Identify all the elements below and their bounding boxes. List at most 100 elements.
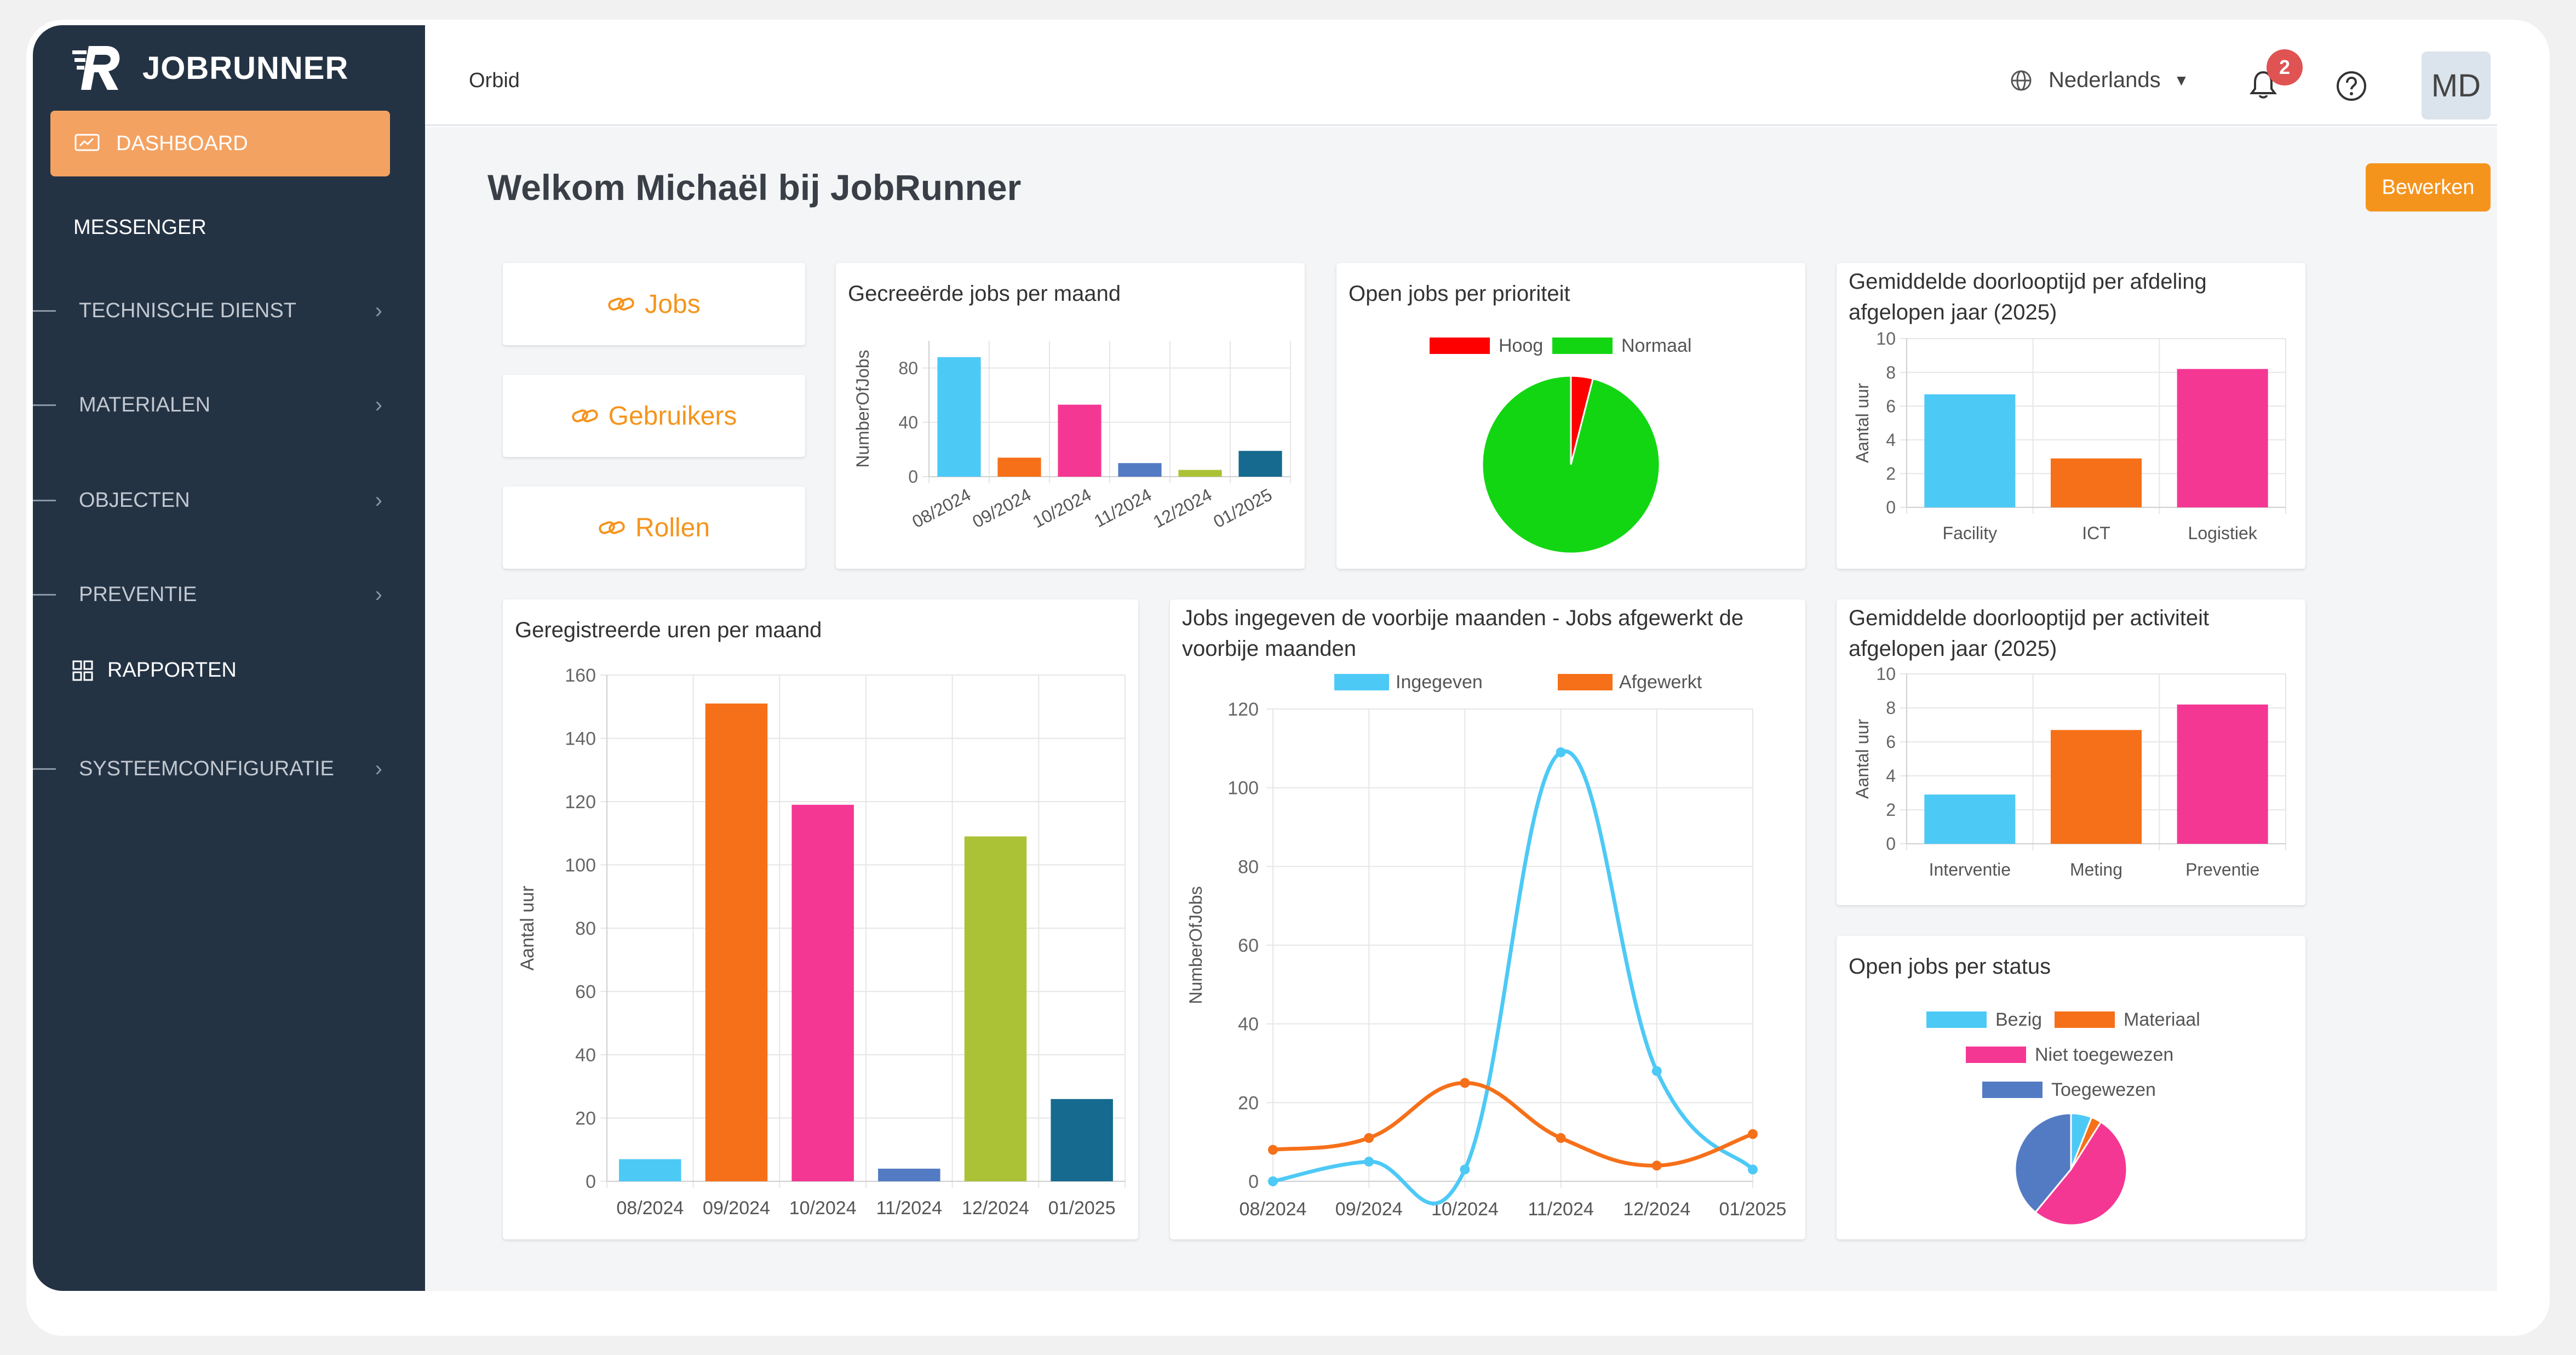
chart-title: Gemiddelde doorlooptijd per afdeling afg… [1849, 270, 2207, 324]
y-tick-label: 4 [1886, 430, 1896, 450]
bar [1238, 450, 1282, 477]
users-link-card[interactable]: Gebruikers [503, 375, 805, 457]
y-tick-label: 8 [1886, 698, 1896, 718]
jobrunner-logo-icon [72, 46, 120, 90]
x-tick-label: 11/2024 [876, 1198, 942, 1219]
bar [1051, 1099, 1113, 1181]
x-tick-label: 01/2025 [1719, 1199, 1787, 1220]
indent-marker [33, 768, 56, 770]
bar [705, 703, 768, 1181]
jobs-in-out-card: Jobs ingegeven de voorbije maanden - Job… [1170, 599, 1805, 1239]
sidebar-item-materialen[interactable]: MATERIALEN › [33, 393, 425, 417]
dept-lead-time-chart: 0 2 4 6 8 10 Facility ICT Logistiek Aantal uur [1852, 329, 2286, 543]
y-tick-label: 80 [898, 358, 918, 378]
bar [997, 458, 1041, 477]
y-tick-label: 140 [565, 728, 596, 749]
bar [1118, 463, 1162, 477]
sidebar-item-messenger[interactable]: MESSENGER [73, 216, 206, 239]
y-tick-label: 20 [1238, 1093, 1259, 1113]
x-tick-label: 10/2024 [1029, 484, 1094, 531]
sidebar-item-label: OBJECTEN [79, 489, 190, 512]
x-tick-label: 01/2025 [1048, 1198, 1116, 1219]
edit-button[interactable]: Bewerken [2366, 163, 2491, 211]
registered-hours-card: Geregistreerde uren per maand 0 20 40 60 80 1… [503, 599, 1138, 1239]
y-tick-label: 120 [565, 792, 596, 813]
bar [937, 357, 981, 477]
chart-title: Gecreeërde jobs per maand [848, 282, 1121, 306]
data-point [1556, 747, 1566, 758]
x-tick-label: 08/2024 [909, 484, 974, 531]
x-tick-label: Interventie [1929, 860, 2011, 879]
link-icon [608, 298, 634, 311]
sidebar-item-technische-dienst[interactable]: TECHNISCHE DIENST › [33, 299, 425, 323]
x-tick-label: ICT [2082, 523, 2110, 543]
sidebar-item-label: TECHNISCHE DIENST [79, 299, 296, 322]
x-tick-label: 11/2024 [1091, 484, 1155, 531]
top-bar: Orbid Nederlands ▼ 2 MD [425, 25, 2497, 126]
y-tick-label: 8 [1886, 363, 1896, 382]
x-tick-label: 08/2024 [1240, 1199, 1307, 1220]
legend-label: Hoog [1499, 335, 1543, 356]
y-axis-label: Aantal uur [1852, 383, 1872, 463]
bar [964, 836, 1027, 1181]
y-tick-label: 100 [1227, 778, 1259, 799]
legend-swatch [2055, 1011, 2115, 1028]
sidebar-item-systeemconfiguratie[interactable]: SYSTEEMCONFIGURATIE › [33, 757, 425, 781]
activity-lead-time-card: Gemiddelde doorlooptijd per activiteit a… [1837, 599, 2305, 905]
y-tick-label: 0 [586, 1171, 596, 1192]
bar [2050, 730, 2142, 844]
help-icon[interactable] [2336, 70, 2367, 102]
x-tick-label: 09/2024 [969, 484, 1034, 531]
dept-lead-time-card: Gemiddelde doorlooptijd per afdeling afg… [1837, 263, 2305, 569]
jobs-link-card[interactable]: Jobs [503, 263, 805, 345]
sidebar-item-label: PREVENTIE [79, 583, 197, 606]
x-tick-label: 08/2024 [616, 1198, 684, 1219]
avatar[interactable]: MD [2422, 52, 2491, 119]
sidebar-item-rapporten[interactable]: RAPPORTEN [72, 659, 237, 682]
breadcrumb[interactable]: Orbid [469, 69, 520, 92]
caret-down-icon: ▼ [2173, 71, 2189, 89]
y-tick-label: 6 [1886, 732, 1896, 752]
indent-marker [33, 310, 56, 312]
chevron-right-icon: › [375, 393, 382, 417]
legend-label: Normaal [1621, 335, 1691, 356]
y-tick-label: 0 [1886, 834, 1896, 854]
data-point [1364, 1157, 1374, 1167]
indent-marker [33, 500, 56, 501]
y-tick-label: 60 [575, 981, 596, 1002]
chart-title: Jobs ingegeven de voorbije maanden - Job… [1182, 606, 1744, 661]
y-tick-label: 10 [1876, 664, 1896, 684]
brand-name: JOBRUNNER [142, 50, 349, 86]
legend-swatch [1430, 338, 1490, 354]
data-point [1268, 1176, 1278, 1186]
bar [1058, 404, 1101, 477]
legend-label: Toegewezen [2051, 1079, 2156, 1100]
brand-logo[interactable]: JOBRUNNER [72, 42, 348, 94]
dashboard-icon [74, 134, 100, 151]
y-tick-label: 120 [1227, 699, 1259, 720]
language-select[interactable]: Nederlands ▼ [2010, 68, 2189, 93]
created-jobs-chart: 0 40 80 08/202409/202410/202411/202412/2024… [853, 341, 1291, 531]
sidebar-item-objecten[interactable]: OBJECTEN › [33, 488, 425, 512]
y-tick-label: 60 [1238, 935, 1259, 956]
bar [1924, 394, 2016, 507]
bar [619, 1159, 681, 1181]
sidebar-item-dashboard[interactable]: DASHBOARD [50, 111, 390, 176]
y-tick-label: 40 [898, 413, 918, 432]
x-tick-label: 11/2024 [1528, 1199, 1593, 1220]
sidebar-item-preventie[interactable]: PREVENTIE › [33, 582, 425, 607]
y-axis-label: Aantal uur [517, 886, 538, 971]
y-tick-label: 2 [1886, 800, 1896, 820]
x-tick-label: Logistiek [2188, 523, 2258, 543]
y-axis-label: NumberOfJobs [1186, 886, 1206, 1004]
x-tick-label: 01/2025 [1210, 484, 1275, 531]
roles-link-card[interactable]: Rollen [503, 487, 805, 569]
sidebar-item-label: MATERIALEN [79, 393, 211, 416]
y-tick-label: 0 [1248, 1171, 1259, 1192]
chart-title: Geregistreerde uren per maand [515, 618, 822, 642]
sidebar-item-label: SYSTEEMCONFIGURATIE [79, 757, 334, 780]
y-tick-label: 20 [575, 1108, 596, 1129]
legend-label: Niet toegewezen [2035, 1044, 2173, 1065]
notification-badge: 2 [2267, 49, 2303, 85]
